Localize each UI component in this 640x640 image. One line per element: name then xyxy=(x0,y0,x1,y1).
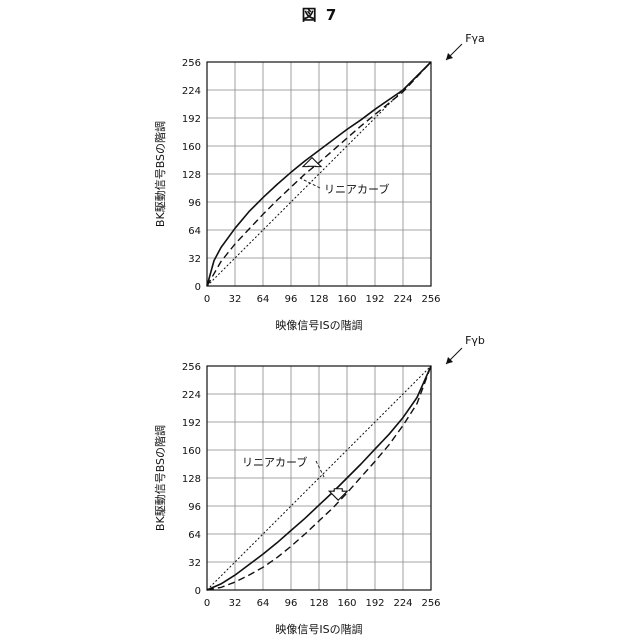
y-tick-label: 128 xyxy=(182,474,201,485)
panel-label: Fγb xyxy=(465,334,485,347)
annotation-label: リニアカーブ xyxy=(324,182,389,196)
y-axis-title: BK駆動信号BSの階調 xyxy=(153,121,167,227)
annotation-label: リニアカーブ xyxy=(242,455,307,469)
y-tick-label: 128 xyxy=(182,170,201,181)
x-tick-label: 96 xyxy=(285,598,298,609)
x-tick-label: 224 xyxy=(393,598,412,609)
x-tick-label: 224 xyxy=(393,294,412,305)
y-tick-label: 224 xyxy=(182,86,201,97)
y-tick-label: 160 xyxy=(182,142,201,153)
x-tick-label: 256 xyxy=(421,598,440,609)
y-axis-title: BK駆動信号BSの階調 xyxy=(153,425,167,531)
panel-label: Fγa xyxy=(465,32,485,45)
x-tick-label: 0 xyxy=(204,598,210,609)
y-tick-label: 96 xyxy=(188,198,201,209)
x-tick-label: 192 xyxy=(365,294,384,305)
y-tick-label: 224 xyxy=(182,390,201,401)
y-tick-label: 32 xyxy=(188,558,201,569)
x-tick-label: 160 xyxy=(337,294,356,305)
x-tick-label: 64 xyxy=(257,598,270,609)
y-tick-label: 32 xyxy=(188,254,201,265)
x-tick-label: 128 xyxy=(309,598,328,609)
x-tick-label: 192 xyxy=(365,598,384,609)
x-tick-label: 256 xyxy=(421,294,440,305)
y-tick-label: 0 xyxy=(195,282,201,293)
y-tick-label: 256 xyxy=(182,58,201,69)
y-tick-label: 0 xyxy=(195,586,201,597)
chart-a: 0 32 64 96 128 160 192 224 256 0 32 64 96 128 160 192 22… xyxy=(153,32,485,332)
y-tick-label: 64 xyxy=(188,530,201,541)
annotation-leader-line xyxy=(300,178,320,188)
y-tick-label: 256 xyxy=(182,362,201,373)
chart-b: 0 32 64 96 128 160 192 224 256 0 32 64 96 128 160 192 22… xyxy=(153,334,485,636)
y-tick-label: 192 xyxy=(182,418,201,429)
x-tick-label: 128 xyxy=(309,294,328,305)
x-tick-label: 64 xyxy=(257,294,270,305)
shift-direction-arrow xyxy=(303,158,321,167)
y-tick-label: 160 xyxy=(182,446,201,457)
shift-direction-arrow xyxy=(329,489,347,500)
x-axis-title: 映像信号ISの階調 xyxy=(275,622,362,636)
y-tick-label: 192 xyxy=(182,114,201,125)
x-tick-label: 32 xyxy=(229,598,242,609)
x-tick-label: 160 xyxy=(337,598,356,609)
x-axis-title: 映像信号ISの階調 xyxy=(275,318,362,332)
y-tick-label: 64 xyxy=(188,226,201,237)
x-tick-label: 96 xyxy=(285,294,298,305)
y-tick-label: 96 xyxy=(188,502,201,513)
x-tick-label: 0 xyxy=(204,294,210,305)
x-tick-label: 32 xyxy=(229,294,242,305)
